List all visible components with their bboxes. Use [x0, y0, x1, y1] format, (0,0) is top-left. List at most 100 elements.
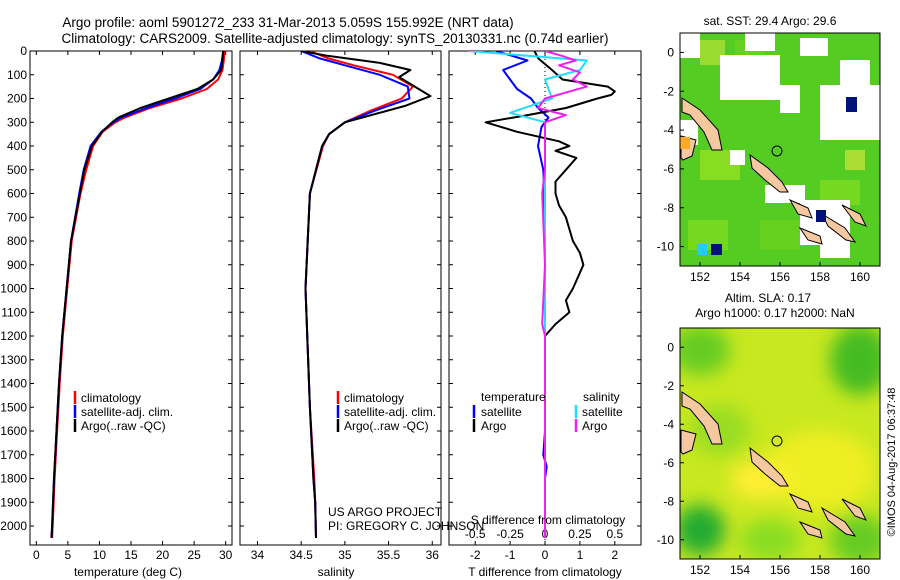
- depth-tick-label: 1900: [0, 495, 27, 509]
- sst-cold-pixel: [816, 210, 826, 222]
- sla-blob: [765, 430, 875, 510]
- map-lat-tick-label: -2: [663, 379, 674, 393]
- map-lon-tick-label: 160: [850, 563, 870, 577]
- sla-blob: [740, 520, 800, 559]
- x-tick-label: 35: [338, 548, 352, 562]
- land-new-ireland: [681, 97, 723, 151]
- map-lon-tick-label: 156: [770, 563, 790, 577]
- temperature-legend: climatology satellite-adj. clim. Argo(..…: [73, 391, 173, 433]
- x-tick-label: 2: [611, 548, 618, 562]
- depth-tick-label: 1300: [0, 353, 27, 367]
- pi-label: PI: GREGORY C. JOHNSON: [328, 519, 484, 533]
- sst-land: [680, 97, 868, 245]
- map-lon-tick-label: 152: [690, 563, 710, 577]
- depth-tick-label: 1800: [0, 472, 27, 486]
- x-tick-label: 30: [219, 548, 233, 562]
- sst-cold-pixel: [711, 244, 722, 255]
- map-lat-tick-label: -4: [663, 123, 674, 137]
- salinity-legend: climatology satellite-adj. clim. Argo(..…: [336, 391, 436, 433]
- depth-tick-label: 200: [7, 92, 27, 106]
- diff-legend-sal-sat: satellite: [582, 405, 623, 419]
- land-guadalcanal: [798, 226, 823, 245]
- salinity-plot-frame: [239, 50, 442, 546]
- sst-gap: [840, 60, 870, 85]
- map-lat-tick-label: -8: [663, 201, 674, 215]
- temp-legend-sat: satellite-adj. clim.: [81, 405, 173, 419]
- diff-legend-sal-argo: Argo: [582, 419, 608, 433]
- sla-field-blobs: [680, 328, 880, 559]
- sst-gap: [680, 33, 700, 58]
- sla-map: [680, 328, 880, 559]
- x2-tick-label: 0.25: [568, 527, 592, 541]
- temperature-climatology-line: [51, 51, 226, 538]
- x2-tick-label: -0.25: [496, 527, 524, 541]
- x-tick-label: 10: [93, 548, 107, 562]
- land-new-britain: [680, 429, 697, 455]
- map-lat-tick-label: -2: [663, 84, 674, 98]
- sst-gap: [820, 85, 880, 140]
- sst-gap: [765, 185, 805, 203]
- map-lat-tick-label: -4: [663, 417, 674, 431]
- depth-tick-label: 1400: [0, 377, 27, 391]
- map-lon-tick-label: 152: [690, 270, 710, 284]
- map-lon-tick-label: 158: [810, 270, 830, 284]
- difference-salinity-argo-line: [537, 51, 588, 538]
- depth-tick-label: 700: [7, 210, 27, 224]
- profile-lines: [50, 51, 616, 545]
- map-lat-tick-label: 0: [667, 45, 674, 59]
- sla-profile-location-marker: [771, 435, 783, 447]
- x-tick-label: 1: [577, 548, 584, 562]
- x-tick-label: 34.5: [289, 548, 313, 562]
- sst-patch: [760, 220, 800, 250]
- x-tick-label: 35.5: [377, 548, 401, 562]
- x-tick-label: 0: [542, 548, 549, 562]
- figure-title-line1: Argo profile: aoml 5901272_233 31-Mar-20…: [62, 15, 513, 30]
- x-tick-label: -2: [470, 548, 481, 562]
- land-solomons: [788, 198, 868, 243]
- map-lon-tick-label: 156: [770, 270, 790, 284]
- sst-map-title: sat. SST: 29.4 Argo: 29.6: [704, 14, 837, 28]
- sst-map: [680, 33, 880, 266]
- sst-gap: [730, 150, 745, 165]
- sla-map-title-line1: Altim. SLA: 0.17: [725, 291, 811, 305]
- map-lat-tick-label: -8: [663, 494, 674, 508]
- figure-title-line2: Climatology: CARS2009. Satellite-adjuste…: [61, 31, 608, 46]
- temperature-plot-frame: [29, 50, 233, 546]
- map-lon-tick-label: 154: [730, 563, 750, 577]
- sst-gap: [745, 33, 775, 51]
- difference-legend: temperature salinity satellite Argo sate…: [472, 390, 623, 433]
- sst-warm-pixel: [680, 137, 690, 149]
- salinity-axis-label: salinity: [318, 565, 355, 579]
- sst-profile-location-marker: [771, 145, 783, 157]
- salinity-argo-raw-qc--line: [301, 51, 432, 538]
- sla-map-title-line2: Argo h1000: 0.17 h2000: NaN: [695, 306, 854, 320]
- map-lon-tick-label: 154: [730, 270, 750, 284]
- sal-legend-clim: climatology: [344, 391, 404, 405]
- temperature-satellite-adj-clim--line: [50, 51, 225, 538]
- temperature-argo-raw-qc--line: [50, 51, 225, 538]
- diff-legend-temp-argo: Argo: [481, 419, 507, 433]
- depth-tick-label: 2000: [0, 519, 27, 533]
- land-bougainville: [749, 153, 789, 193]
- depth-tick-label: 600: [7, 187, 27, 201]
- difference-salinity-satellite-line: [468, 51, 588, 538]
- x-tick-label: 34: [251, 548, 265, 562]
- sst-cold-pixel: [846, 97, 857, 112]
- map-lon-tick-label: 160: [850, 270, 870, 284]
- s-difference-axis-label: S difference from climatology: [471, 513, 626, 527]
- depth-tick-label: 1700: [0, 448, 27, 462]
- x-tick-label: 20: [156, 548, 170, 562]
- map-lat-tick-label: 0: [667, 340, 674, 354]
- x-tick-label: 36: [426, 548, 440, 562]
- map-lon-tick-label: 158: [810, 563, 830, 577]
- temp-legend-clim: climatology: [81, 391, 141, 405]
- sst-gap: [800, 38, 828, 56]
- map-lat-tick-label: -10: [657, 240, 675, 254]
- salinity-climatology-line: [304, 51, 414, 538]
- map-lat-tick-label: -10: [657, 533, 675, 547]
- difference-temperature-satellite-line: [495, 51, 550, 538]
- land-bougainville: [749, 446, 789, 487]
- salinity-satellite-adj-clim--line: [300, 51, 411, 538]
- x2-tick-label: -0.5: [465, 527, 486, 541]
- difference-temperature-argo-line: [484, 51, 616, 538]
